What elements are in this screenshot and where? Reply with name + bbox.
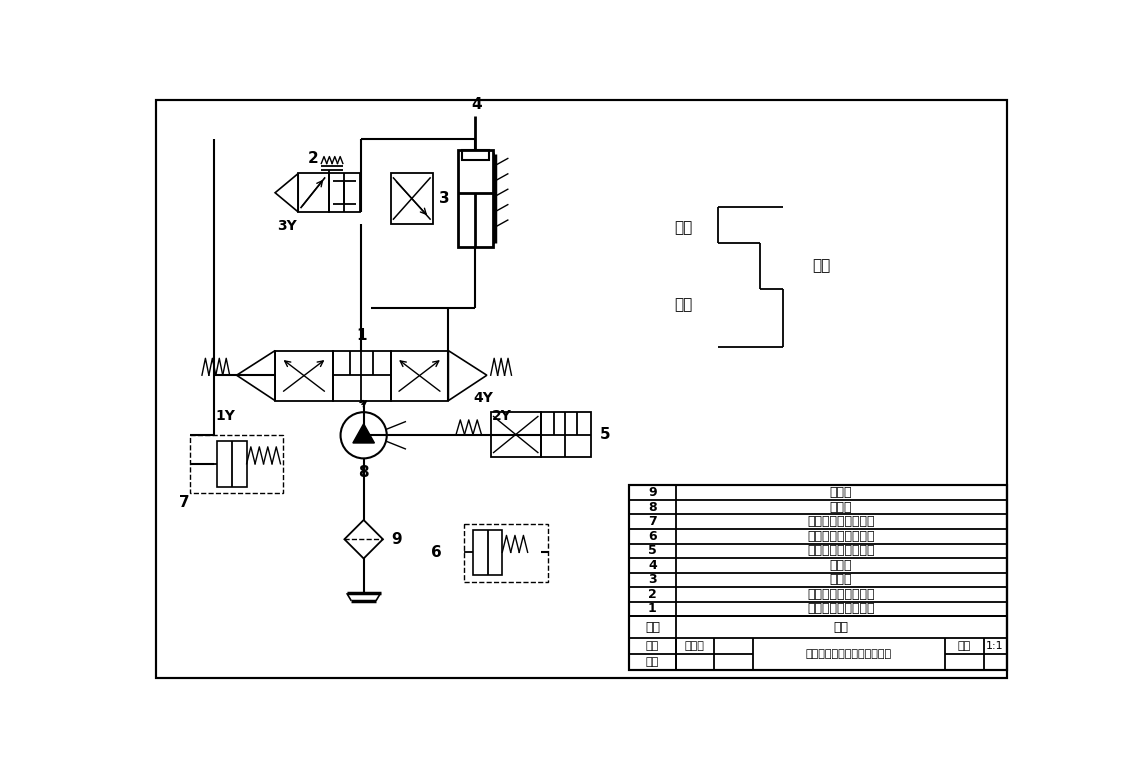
Text: 快进: 快进 bbox=[674, 220, 692, 235]
Bar bbox=[464, 524, 549, 581]
Text: 二位三通电磁换向阀: 二位三通电磁换向阀 bbox=[808, 544, 874, 557]
Text: 王珊栖: 王珊栖 bbox=[684, 641, 705, 651]
Text: 1: 1 bbox=[356, 327, 366, 343]
Text: 5: 5 bbox=[648, 544, 657, 557]
Text: 过滤器: 过滤器 bbox=[830, 486, 853, 499]
Text: 7: 7 bbox=[179, 495, 190, 510]
Text: 审核: 审核 bbox=[646, 657, 659, 667]
Text: 调速阀: 调速阀 bbox=[830, 574, 853, 587]
Text: 2: 2 bbox=[648, 588, 657, 601]
Text: 2Y: 2Y bbox=[492, 409, 512, 423]
Text: 二位二通电磁换向阀: 二位二通电磁换向阀 bbox=[808, 588, 874, 601]
Text: 5: 5 bbox=[599, 427, 610, 442]
Text: 4: 4 bbox=[648, 559, 657, 572]
Bar bbox=[491, 412, 541, 457]
Bar bbox=[463, 151, 490, 160]
Text: 1:1: 1:1 bbox=[986, 641, 1004, 651]
Bar bbox=[190, 435, 283, 493]
Text: 6: 6 bbox=[431, 545, 442, 560]
Text: 1: 1 bbox=[648, 602, 657, 615]
Text: 工进: 工进 bbox=[674, 297, 692, 312]
Text: 三位四通电磁换向阀: 三位四通电磁换向阀 bbox=[808, 602, 874, 615]
Bar bbox=[629, 486, 1007, 670]
Text: 3: 3 bbox=[648, 574, 657, 587]
Text: 7: 7 bbox=[648, 515, 657, 528]
Bar bbox=[329, 174, 360, 212]
Text: 溢流阀（当背压阀）: 溢流阀（当背压阀） bbox=[808, 515, 874, 528]
Text: 6: 6 bbox=[648, 530, 657, 543]
Text: 8: 8 bbox=[359, 465, 369, 479]
Bar bbox=[629, 486, 1007, 670]
Text: 4: 4 bbox=[472, 96, 482, 112]
Text: 8: 8 bbox=[648, 501, 657, 513]
Bar bbox=[275, 350, 333, 401]
Bar bbox=[541, 412, 590, 457]
Text: 快退: 快退 bbox=[813, 259, 831, 273]
Bar bbox=[458, 151, 493, 246]
Text: 锓床液压进给系统控制原理图: 锓床液压进给系统控制原理图 bbox=[805, 649, 892, 659]
Bar bbox=[390, 174, 433, 224]
Text: 9: 9 bbox=[648, 486, 657, 499]
Text: 液压缸: 液压缸 bbox=[830, 559, 853, 572]
Text: 溢流阀（当背压阀）: 溢流阀（当背压阀） bbox=[808, 530, 874, 543]
Bar bbox=[299, 174, 329, 212]
Bar bbox=[217, 442, 247, 487]
Text: 4Y: 4Y bbox=[473, 391, 493, 405]
Text: 1Y: 1Y bbox=[215, 409, 235, 423]
Text: 9: 9 bbox=[391, 532, 403, 547]
Bar bbox=[473, 530, 502, 575]
Text: 名称: 名称 bbox=[834, 621, 848, 634]
Text: 2: 2 bbox=[309, 151, 319, 165]
Text: 3: 3 bbox=[439, 191, 450, 205]
Polygon shape bbox=[353, 424, 374, 443]
Bar bbox=[390, 350, 448, 401]
Text: 比例: 比例 bbox=[958, 641, 970, 651]
Bar bbox=[333, 350, 390, 401]
Text: 制图: 制图 bbox=[646, 641, 659, 651]
Text: 液压泵: 液压泵 bbox=[830, 501, 853, 513]
Text: 序号: 序号 bbox=[645, 621, 659, 634]
Text: 3Y: 3Y bbox=[277, 218, 296, 233]
